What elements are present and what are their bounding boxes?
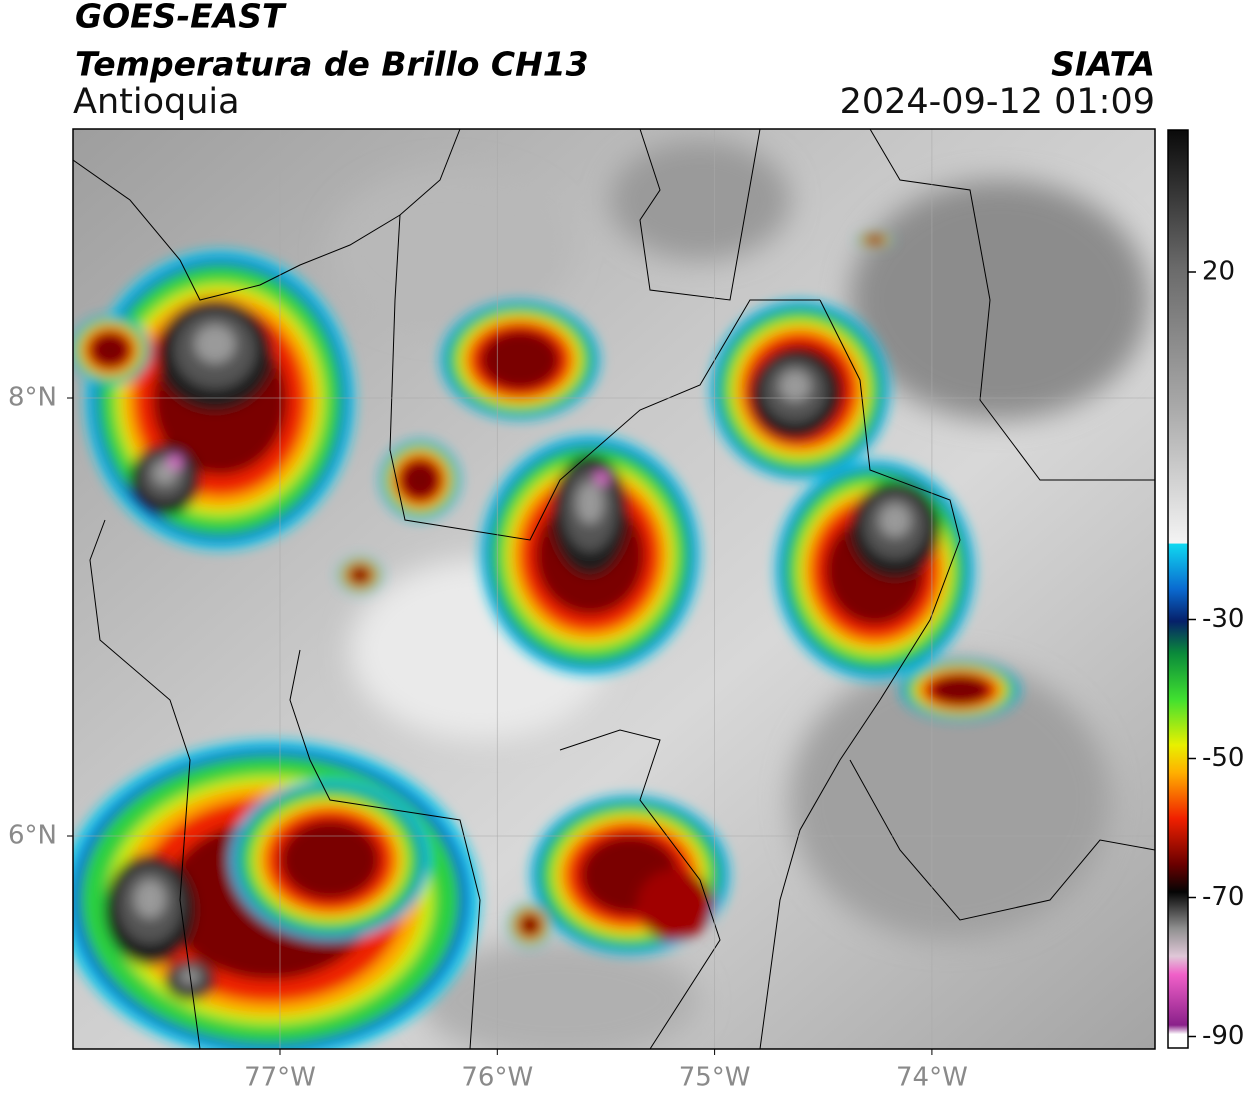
colorbar-label: -30 — [1202, 604, 1244, 634]
lon-tick-label: 77°W — [244, 1063, 316, 1093]
colorbar — [1167, 129, 1189, 1049]
cloud-core — [879, 503, 911, 538]
cloud-top — [168, 455, 182, 469]
region: Antioquia — [73, 82, 240, 122]
cloud-core — [134, 879, 166, 919]
cloud-core — [576, 482, 604, 524]
cloud-layer — [637, 869, 713, 941]
cloud-core — [194, 324, 236, 364]
colorbar-label: 20 — [1202, 257, 1235, 287]
graticule — [73, 129, 1155, 1049]
cloud-layer — [519, 914, 541, 936]
product-title: Temperatura de Brillo CH13 — [75, 45, 589, 84]
cloud-layer — [866, 236, 884, 244]
colorbar-label: -90 — [1202, 1021, 1244, 1051]
lat-tick-label: 6°N — [8, 821, 57, 851]
lat-tick-label: 8°N — [8, 383, 57, 413]
datetime: 2024-09-12 01:09 — [840, 82, 1155, 122]
cloud-core — [779, 370, 811, 402]
lon-tick-label: 74°W — [896, 1063, 968, 1093]
cloud-top — [595, 471, 609, 485]
map-frame — [72, 128, 1156, 1050]
lon-tick-label: 76°W — [461, 1063, 533, 1093]
cloud-layer — [90, 332, 130, 368]
cloud-layer — [400, 460, 440, 500]
source: SIATA — [1051, 45, 1155, 84]
cloud-layer — [349, 566, 371, 584]
colorbar-label: -70 — [1202, 882, 1244, 912]
cloud-layer — [930, 675, 990, 705]
cloud-texture — [330, 140, 1150, 1049]
cloud-layer — [280, 820, 380, 900]
lon-tick-label: 75°W — [679, 1063, 751, 1093]
map — [73, 129, 1155, 1049]
satellite-title: GOES-EAST — [75, 0, 287, 36]
cloud-layer — [480, 330, 560, 390]
storm-cells — [73, 232, 1020, 1049]
colorbar-label: -50 — [1202, 743, 1244, 773]
